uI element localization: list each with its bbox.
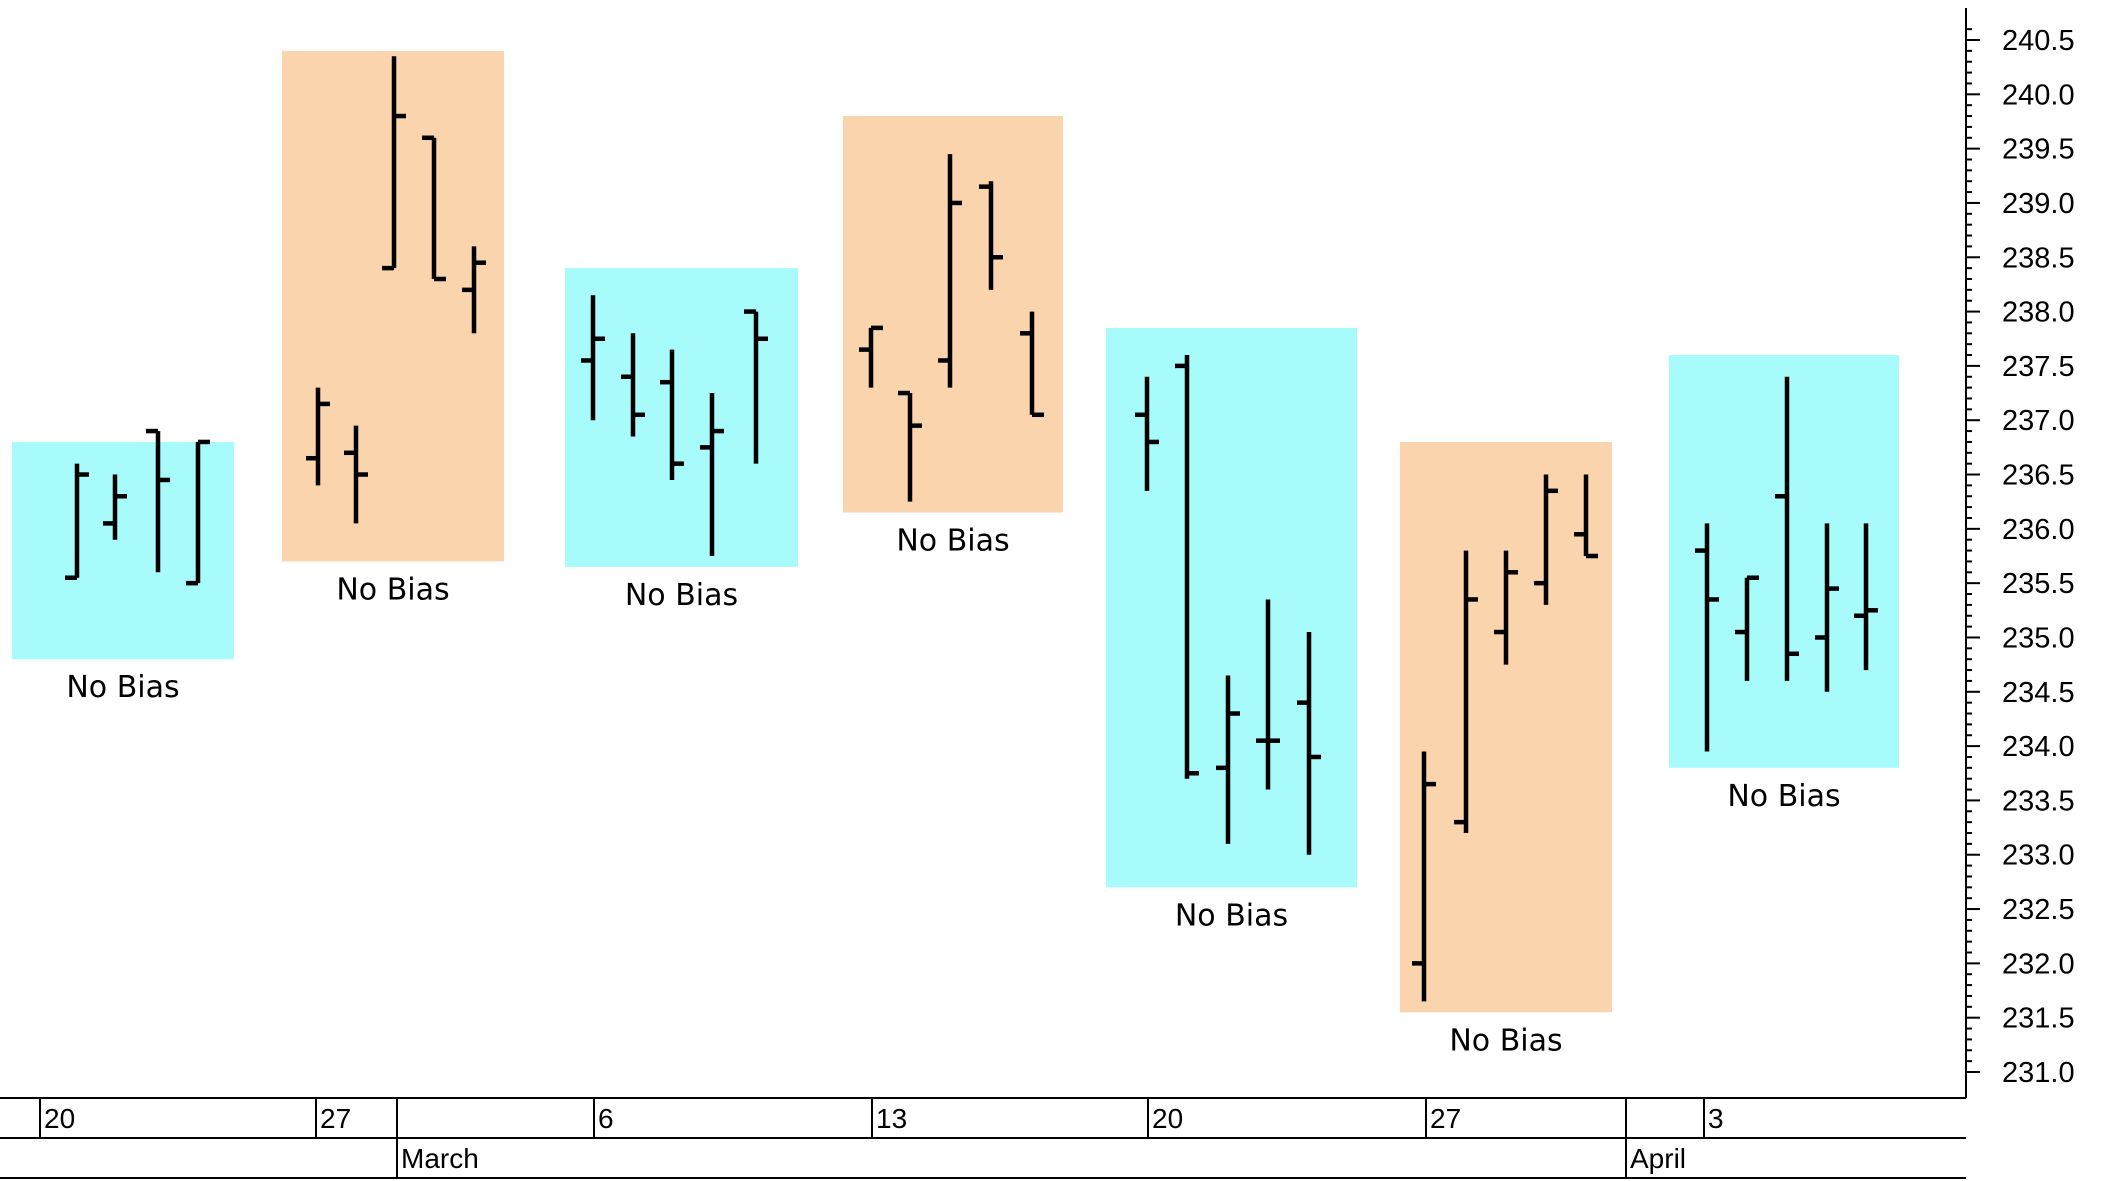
y-tick-label: 231.5 [2002,1003,2075,1035]
y-tick-label: 233.0 [2002,840,2075,872]
ohlc-bar [898,390,922,502]
ohlc-bar [744,309,768,464]
x-month-label: April [1630,1143,1686,1174]
ohlc-bar [146,428,170,573]
y-tick-label: 233.5 [2002,785,2075,817]
bias-zone-box [12,441,234,660]
x-axis: 20 27 6 13 20 27 3 March April [0,1097,1966,1179]
ohlc-bar [1216,675,1240,844]
ohlc-bar [1454,550,1478,834]
ohlc-bar [621,333,645,437]
ohlc-bar [1297,632,1321,855]
y-tick-label: 240.5 [2002,25,2075,57]
x-day-label: 20 [44,1103,75,1134]
bias-zones [12,50,1899,1013]
bias-zone-label: No Bias [1175,898,1288,933]
y-tick-label: 236.5 [2002,460,2075,492]
y-tick-label: 238.5 [2002,242,2075,274]
ohlc-bar [1735,575,1759,681]
x-day-label: 3 [1708,1103,1724,1134]
x-day-label: 27 [320,1103,351,1134]
ohlc-bars [65,56,1878,1002]
bias-zone-label: No Bias [66,670,179,705]
ohlc-bar [1574,474,1598,559]
y-tick-label: 239.0 [2002,188,2075,220]
y-tick-label: 240.0 [2002,79,2075,111]
ohlc-bar [700,393,724,556]
ohlc-bar [1412,751,1436,1002]
ohlc-bar [103,474,127,540]
ohlc-bar [344,425,368,524]
bias-zone-box [843,116,1063,513]
y-tick-label: 232.0 [2002,948,2075,980]
y-tick-label: 234.5 [2002,677,2075,709]
x-day-label: 13 [876,1103,907,1134]
ohlc-bar [1695,523,1719,752]
y-tick-label: 235.5 [2002,568,2075,600]
x-day-label: 20 [1152,1103,1183,1134]
x-day-label: 6 [598,1103,614,1134]
y-tick-label: 238.0 [2002,297,2075,329]
ohlc-bar [422,135,446,282]
y-tick-label: 239.5 [2002,134,2075,166]
ohlc-bar [1854,523,1878,671]
bias-zone-label: No Bias [1449,1023,1562,1058]
bias-zone-box [565,268,798,567]
x-month-label: March [401,1143,479,1174]
ohlc-bar [462,246,486,334]
y-tick-label: 232.5 [2002,894,2075,926]
bias-zone-label: No Bias [625,578,738,613]
ohlc-bar [65,463,89,580]
bias-zone-label: No Bias [336,572,449,607]
ohlc-bar [938,154,962,388]
ohlc-bar [382,56,406,271]
y-tick-label: 235.0 [2002,622,2075,654]
ohlc-bar [1020,311,1044,418]
y-tick-label: 231.0 [2002,1057,2075,1089]
ohlc-bar [306,387,330,486]
ohlc-bar [581,295,605,421]
ohlc-bar [979,181,1003,290]
ohlc-bar [1135,376,1159,491]
ohlc-bar [1775,376,1799,681]
y-tick-label: 234.0 [2002,731,2075,763]
ohlc-bar [1815,523,1839,692]
y-axis: 231.0 231.5 232.0 232.5 233.0 233.5 234.0 234.5… [1965,8,2075,1098]
x-day-label: 27 [1430,1103,1461,1134]
bias-zone-label: No Bias [896,524,1009,559]
ohlc-bar [186,439,210,586]
bias-zone-box [1106,327,1357,888]
ohlc-bar [1534,474,1558,605]
ohlc-bar [1256,599,1280,790]
y-tick-label: 236.0 [2002,514,2075,546]
zone-labels: No Bias No Bias No Bias No Bias No Bias No Bi… [66,524,1840,1059]
ohlc-bar [859,325,883,388]
y-tick-label: 237.5 [2002,351,2075,383]
bias-zone-label: No Bias [1727,779,1840,814]
ohlc-bar [1175,355,1199,779]
bias-zone-box [1400,441,1612,1013]
ohlc-bar [1494,550,1518,665]
ohlc-bar [660,349,684,480]
y-tick-label: 237.0 [2002,405,2075,437]
